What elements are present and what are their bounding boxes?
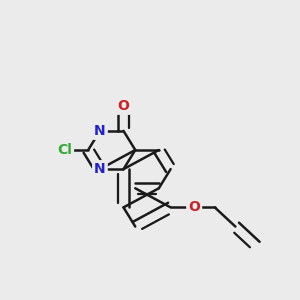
Text: O: O <box>188 200 200 214</box>
Text: N: N <box>94 124 106 138</box>
Text: N: N <box>94 162 106 176</box>
Text: Cl: Cl <box>57 143 72 157</box>
Text: O: O <box>118 99 129 113</box>
